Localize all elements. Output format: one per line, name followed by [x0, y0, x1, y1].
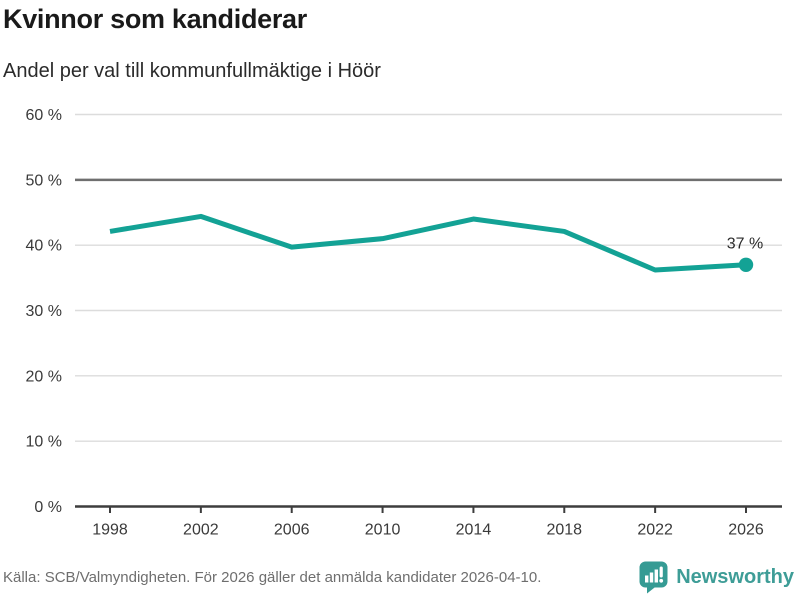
y-tick-label: 20 % [26, 368, 62, 385]
newsworthy-brand-text: Newsworthy [676, 565, 794, 588]
x-tick-label: 2010 [365, 522, 401, 539]
end-point-dot [738, 257, 754, 272]
x-tick-label: 2018 [546, 522, 582, 539]
x-tick-label: 2002 [183, 522, 219, 539]
newsworthy-logo: Newsworthy [638, 560, 794, 594]
data-line [109, 213, 747, 273]
x-tick-label: 2006 [274, 522, 310, 539]
x-tick-label: 2022 [637, 522, 673, 539]
bar-chart-speech-bubble-icon [639, 561, 668, 594]
line-chart: 0 % 10 % 20 % 30 % 40 % 50 % 60 % 1998 2002 2006 2… [26, 107, 782, 539]
chart-footer: Källa: SCB/Valmyndigheten. För 2026 gäll… [3, 556, 794, 598]
y-tick-label: 40 % [26, 238, 62, 255]
chart-title: Kvinnor som kandiderar [3, 4, 307, 34]
end-value-label: 37 % [727, 235, 763, 252]
y-tick-label: 60 % [26, 107, 62, 124]
y-tick-label: 30 % [26, 303, 62, 320]
x-tick-label: 2026 [728, 522, 764, 539]
y-tick-label: 50 % [26, 172, 62, 189]
source-note: Källa: SCB/Valmyndigheten. För 2026 gäll… [3, 568, 542, 586]
y-tick-label: 0 % [34, 499, 62, 516]
x-tick-label: 2014 [456, 522, 492, 539]
y-tick-label: 10 % [26, 434, 62, 451]
chart-subtitle: Andel per val till kommunfullmäktige i H… [3, 60, 381, 82]
x-tick-label: 1998 [92, 522, 128, 539]
